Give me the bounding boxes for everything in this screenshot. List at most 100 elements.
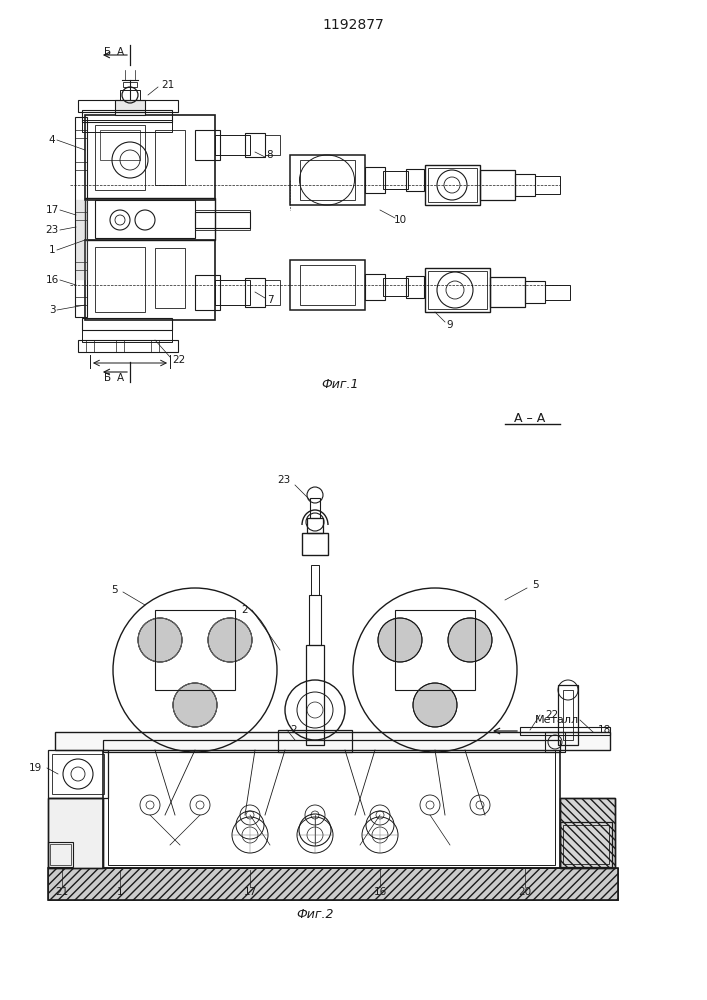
Text: 5: 5 xyxy=(532,580,539,590)
Bar xyxy=(309,595,321,645)
Bar xyxy=(52,754,104,794)
Bar xyxy=(48,750,108,798)
Bar xyxy=(95,200,195,238)
Bar xyxy=(75,212,87,220)
Text: Б: Б xyxy=(105,373,112,383)
Bar xyxy=(383,171,408,189)
Text: 7: 7 xyxy=(267,295,274,305)
Text: 2: 2 xyxy=(290,725,297,735)
Bar xyxy=(560,798,615,868)
Text: А: А xyxy=(117,47,124,57)
Bar xyxy=(311,565,319,595)
Bar xyxy=(290,155,365,205)
Bar xyxy=(78,340,178,352)
Text: 8: 8 xyxy=(267,150,274,160)
Circle shape xyxy=(138,618,182,662)
Text: 22: 22 xyxy=(172,355,185,365)
Bar xyxy=(95,247,145,312)
Bar xyxy=(82,330,172,342)
Bar xyxy=(75,117,87,317)
Text: 10: 10 xyxy=(393,215,407,225)
Bar xyxy=(48,798,103,868)
Bar xyxy=(245,278,265,307)
Bar xyxy=(515,174,535,196)
Text: 1: 1 xyxy=(117,887,123,897)
Text: 20: 20 xyxy=(518,887,532,897)
Bar xyxy=(75,130,87,138)
Text: 1192877: 1192877 xyxy=(322,18,384,32)
Bar xyxy=(300,265,355,305)
Bar xyxy=(85,240,215,320)
Bar xyxy=(560,798,615,868)
Bar xyxy=(310,498,320,518)
Bar xyxy=(48,798,103,868)
Bar xyxy=(103,740,560,752)
Bar xyxy=(86,340,94,352)
Bar xyxy=(428,168,477,202)
Bar xyxy=(108,750,555,865)
Bar xyxy=(300,160,355,200)
Bar xyxy=(365,167,385,193)
Text: 23: 23 xyxy=(276,475,290,485)
Bar xyxy=(406,169,424,191)
Bar xyxy=(95,125,145,190)
Text: Б: Б xyxy=(105,47,112,57)
Bar xyxy=(123,82,137,87)
Text: 1: 1 xyxy=(49,245,55,255)
Bar xyxy=(115,100,145,115)
Bar xyxy=(563,690,573,740)
Bar xyxy=(425,268,490,312)
Text: 16: 16 xyxy=(373,887,387,897)
Bar xyxy=(480,170,515,200)
Bar xyxy=(48,842,73,867)
Bar xyxy=(75,262,87,270)
Bar xyxy=(155,610,235,690)
Bar xyxy=(545,732,565,752)
Bar xyxy=(85,115,215,200)
Bar xyxy=(535,176,560,194)
Text: 3: 3 xyxy=(49,305,55,315)
Text: 16: 16 xyxy=(45,275,59,285)
Bar xyxy=(215,280,250,305)
Circle shape xyxy=(208,618,252,662)
Text: 21: 21 xyxy=(55,887,69,897)
Bar xyxy=(100,130,140,160)
Bar xyxy=(48,798,103,868)
Bar xyxy=(75,297,87,305)
Bar xyxy=(563,825,609,864)
Bar xyxy=(151,340,159,352)
Bar xyxy=(75,162,87,170)
Text: 21: 21 xyxy=(161,80,175,90)
Bar xyxy=(490,277,525,307)
Bar xyxy=(365,274,385,300)
Bar xyxy=(55,732,610,750)
Bar xyxy=(78,100,178,112)
Bar xyxy=(155,130,185,185)
Bar xyxy=(215,135,250,155)
Bar xyxy=(525,281,545,303)
Bar xyxy=(560,798,615,868)
Bar xyxy=(306,645,324,745)
Bar xyxy=(48,868,618,900)
Bar xyxy=(195,130,220,160)
Bar xyxy=(120,90,140,100)
Text: 4: 4 xyxy=(49,135,55,145)
Bar xyxy=(82,110,172,122)
Bar xyxy=(278,730,352,752)
Bar xyxy=(395,610,475,690)
Bar xyxy=(50,844,71,865)
Bar xyxy=(103,748,560,868)
Text: 23: 23 xyxy=(45,225,59,235)
Text: Металл: Металл xyxy=(535,715,579,725)
Circle shape xyxy=(378,618,422,662)
Bar xyxy=(560,822,612,867)
Text: 5: 5 xyxy=(112,585,118,595)
Text: 17: 17 xyxy=(45,205,59,215)
Circle shape xyxy=(413,683,457,727)
Circle shape xyxy=(173,683,217,727)
Bar xyxy=(155,248,185,308)
Bar xyxy=(116,340,124,352)
Bar xyxy=(195,275,220,310)
Text: 9: 9 xyxy=(447,320,453,330)
Bar xyxy=(406,276,424,298)
